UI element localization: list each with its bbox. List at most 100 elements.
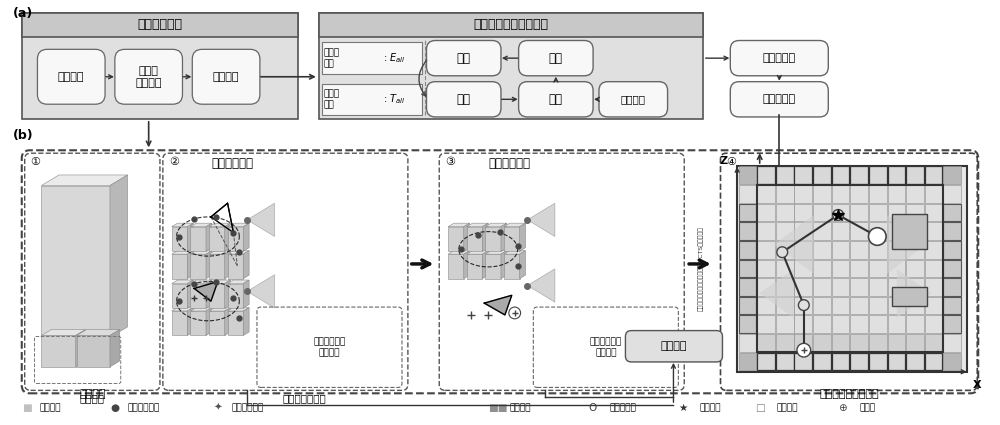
Bar: [832, 297, 849, 314]
Polygon shape: [247, 203, 275, 236]
Bar: [869, 167, 887, 184]
Bar: [776, 315, 794, 333]
Bar: [739, 278, 756, 296]
Bar: [943, 334, 961, 351]
Bar: [943, 185, 961, 203]
Text: 空中模态视点: 空中模态视点: [128, 403, 160, 413]
Polygon shape: [520, 251, 525, 279]
Polygon shape: [228, 254, 243, 279]
Polygon shape: [110, 175, 128, 337]
Bar: [943, 315, 961, 333]
Text: ✦: ✦: [214, 403, 223, 413]
Bar: [813, 260, 831, 277]
Bar: [757, 334, 775, 351]
Bar: [888, 278, 905, 296]
Polygon shape: [190, 254, 206, 279]
Polygon shape: [187, 251, 193, 279]
Bar: [850, 185, 868, 203]
Bar: [794, 353, 812, 370]
Polygon shape: [41, 186, 110, 337]
Polygon shape: [482, 251, 488, 279]
Polygon shape: [209, 280, 230, 283]
Polygon shape: [194, 282, 218, 301]
Text: 机器人轨迹: 机器人轨迹: [763, 94, 796, 104]
Bar: [794, 222, 812, 240]
Bar: [776, 167, 794, 184]
Bar: [943, 260, 961, 277]
FancyBboxPatch shape: [599, 82, 668, 117]
FancyBboxPatch shape: [115, 49, 182, 104]
Polygon shape: [243, 251, 249, 279]
Bar: [850, 315, 868, 333]
Polygon shape: [228, 307, 249, 311]
Polygon shape: [527, 203, 555, 236]
Polygon shape: [527, 269, 555, 302]
Bar: [943, 260, 961, 277]
Bar: [850, 167, 868, 184]
Bar: [906, 167, 924, 184]
Polygon shape: [243, 307, 249, 335]
Text: 反馈: 反馈: [549, 52, 563, 65]
Polygon shape: [206, 223, 212, 251]
Bar: [869, 185, 887, 203]
Text: 总能量
限制: 总能量 限制: [324, 48, 340, 68]
Bar: [850, 167, 868, 184]
Bar: [869, 278, 887, 296]
Polygon shape: [172, 283, 187, 308]
Polygon shape: [504, 223, 525, 227]
Bar: [757, 241, 775, 258]
Bar: [925, 241, 942, 258]
Bar: [832, 167, 849, 184]
Text: O: O: [588, 403, 596, 413]
Bar: [794, 353, 812, 370]
Polygon shape: [172, 254, 187, 279]
Polygon shape: [228, 280, 249, 283]
Bar: [22, 13, 298, 37]
Bar: [925, 278, 942, 296]
Bar: [906, 222, 924, 240]
Polygon shape: [504, 251, 525, 254]
FancyBboxPatch shape: [730, 40, 828, 76]
Text: 双模式视点采样: 双模式视点采样: [282, 393, 326, 403]
FancyBboxPatch shape: [730, 82, 828, 117]
Bar: [906, 260, 924, 277]
Bar: [739, 260, 756, 277]
Bar: [737, 166, 967, 372]
Bar: [776, 297, 794, 314]
Bar: [925, 297, 942, 314]
Text: 将空中和地面视点集合输入给MCTS进行选择区: 将空中和地面视点集合输入给MCTS进行选择区: [698, 227, 704, 312]
Bar: [739, 241, 756, 258]
Bar: [888, 204, 905, 221]
Bar: [794, 167, 812, 184]
Text: 双模态遍历路径结果: 双模态遍历路径结果: [819, 389, 879, 399]
Bar: [739, 167, 756, 184]
Polygon shape: [110, 330, 120, 367]
Text: 视点集合: 视点集合: [213, 72, 239, 82]
Polygon shape: [190, 223, 212, 227]
Polygon shape: [897, 269, 931, 318]
Bar: [888, 353, 905, 370]
Polygon shape: [209, 223, 230, 227]
Polygon shape: [190, 227, 206, 251]
Polygon shape: [467, 227, 482, 251]
Bar: [888, 167, 905, 184]
Bar: [943, 222, 961, 240]
Bar: [869, 222, 887, 240]
Bar: [776, 241, 794, 258]
Text: 视点集合: 视点集合: [661, 341, 687, 351]
Polygon shape: [172, 223, 193, 227]
Bar: [850, 241, 868, 258]
Bar: [925, 315, 942, 333]
Bar: [813, 241, 831, 258]
Text: 空中模式采样: 空中模式采样: [212, 157, 254, 170]
Bar: [739, 315, 756, 333]
Bar: [757, 222, 775, 240]
Bar: [906, 334, 924, 351]
Polygon shape: [467, 251, 488, 254]
Polygon shape: [190, 283, 206, 308]
Polygon shape: [501, 223, 507, 251]
Bar: [925, 353, 942, 370]
FancyBboxPatch shape: [37, 49, 105, 104]
Bar: [943, 353, 961, 370]
Bar: [739, 297, 756, 314]
